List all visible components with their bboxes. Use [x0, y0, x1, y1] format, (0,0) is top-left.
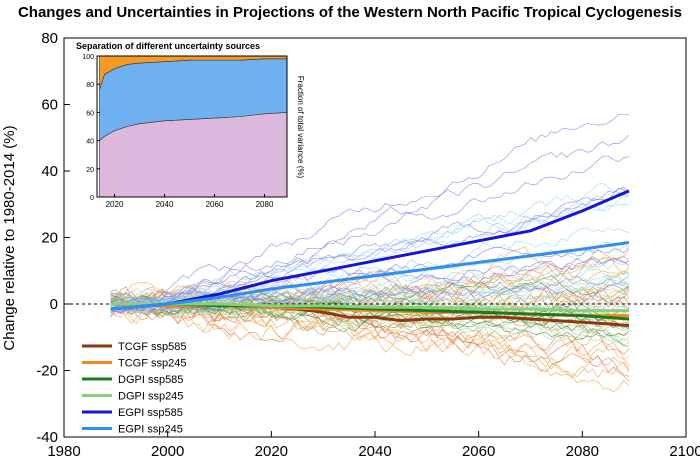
inset-y-axis-label: Fraction of total variance (%)	[296, 76, 305, 179]
inset-y-tick-label: 100	[82, 54, 94, 61]
series-line-3	[110, 302, 629, 313]
ensemble-line	[110, 113, 630, 303]
ensemble-line	[110, 288, 630, 319]
inset-y-tick-label: 0	[90, 195, 94, 202]
ensemble-line	[110, 188, 630, 316]
y-tick-label: 80	[41, 30, 58, 47]
x-tick-label: 2040	[358, 443, 391, 460]
y-tick-label: 60	[41, 97, 58, 114]
inset-chart: Separation of different uncertainty sour…	[70, 40, 318, 212]
inset-y-tick-label: 80	[86, 82, 94, 89]
legend-label-3: DGPI ssp245	[118, 391, 183, 403]
x-tick-label: 2020	[255, 443, 288, 460]
ensemble-line	[110, 297, 630, 367]
inset-y-tick-label: 60	[86, 110, 94, 117]
inset-x-tick-label: 2020	[106, 200, 124, 209]
ensemble-line	[110, 183, 630, 307]
ensemble-line	[110, 275, 630, 314]
legend-label-2: DGPI ssp585	[118, 374, 183, 386]
ensemble-line	[110, 270, 630, 316]
main-plot-area: 1980 2000 2020 2040 2060 2080 2100-40-20020406…	[36, 30, 700, 460]
y-tick-label: 40	[41, 163, 58, 180]
inset-x-tick-label: 2060	[206, 200, 224, 209]
ensemble-line	[110, 300, 630, 347]
legend-label-1: TCGF ssp245	[118, 358, 186, 370]
inset-y-tick-label: 40	[86, 139, 94, 146]
y-axis-label: Change relative to 1980-2014 (%)	[1, 125, 18, 350]
ensemble-line	[110, 202, 630, 311]
ensemble-line	[110, 134, 630, 308]
x-tick-label: 1980	[47, 443, 80, 460]
x-tick-label: 2080	[566, 443, 599, 460]
legend-label-0: TCGF ssp585	[118, 341, 186, 353]
inset-title: Separation of different uncertainty sour…	[76, 41, 260, 51]
series-line-4	[110, 189, 630, 311]
y-tick-label: 0	[50, 296, 58, 313]
y-tick-label: 20	[41, 230, 58, 247]
x-tick-label: 2060	[462, 443, 495, 460]
ensemble-line	[110, 295, 630, 329]
legend-label-4: EGPI ssp585	[118, 407, 183, 419]
inset-y-tick-label: 20	[86, 167, 94, 174]
inset-x-tick-label: 2080	[256, 200, 274, 209]
y-tick-label: -20	[36, 363, 58, 380]
x-tick-label: 2100	[669, 443, 700, 460]
series-line-5	[110, 241, 630, 311]
legend: TCGF ssp585 TCGF ssp245 DGPI ssp585 DGPI ss…	[82, 341, 186, 436]
ensemble-line	[110, 259, 630, 304]
chart-title: Changes and Uncertainties in Projections…	[18, 4, 682, 21]
ensemble-line	[110, 284, 630, 316]
inset-frame	[96, 55, 288, 198]
legend-label-5: EGPI ssp245	[118, 424, 183, 436]
x-tick-label: 2000	[151, 443, 184, 460]
ensemble-line	[110, 299, 630, 379]
ensemble-line	[110, 187, 630, 303]
ensemble-line	[110, 241, 630, 313]
inset-x-tick-label: 2040	[156, 200, 174, 209]
ensemble-line	[110, 155, 630, 312]
y-tick-label: -40	[36, 429, 58, 446]
